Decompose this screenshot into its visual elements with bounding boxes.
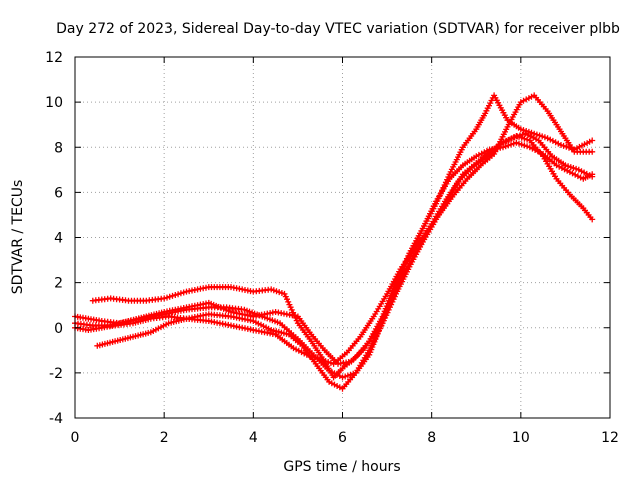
axis-ticks [74, 56, 611, 419]
y-tick-label: 4 [54, 231, 63, 247]
grid [75, 57, 610, 418]
y-tick-label: 8 [54, 140, 63, 156]
x-tick-label: 2 [160, 430, 169, 446]
x-tick-label: 10 [512, 430, 530, 446]
data-series [72, 92, 596, 392]
y-tick-label: 2 [54, 276, 63, 292]
x-tick-label: 6 [338, 430, 347, 446]
data-point-markers [89, 139, 596, 381]
y-axis-label: SDTVAR / TECUs [10, 180, 26, 295]
x-tick-label: 4 [249, 430, 258, 446]
series-track-e [72, 92, 596, 367]
y-tick-label: -4 [49, 411, 63, 427]
chart-title: Day 272 of 2023, Sidereal Day-to-day VTE… [56, 21, 620, 37]
x-tick-label: 8 [427, 430, 436, 446]
x-tick-label: 12 [601, 430, 619, 446]
series-line [97, 134, 594, 390]
y-tick-labels: -4 -2 0 2 4 6 8 10 12 [45, 50, 63, 427]
y-tick-label: 10 [45, 95, 63, 111]
y-tick-label: -2 [49, 366, 63, 382]
x-axis-label: GPS time / hours [283, 459, 400, 475]
series-track-a [89, 139, 596, 381]
y-tick-label: 0 [54, 321, 63, 337]
y-tick-label: 6 [54, 185, 63, 201]
x-tick-labels: 0 2 4 6 8 10 12 [71, 430, 619, 446]
y-tick-label: 12 [45, 50, 63, 66]
x-tick-label: 0 [71, 430, 80, 446]
series-line [74, 132, 593, 365]
